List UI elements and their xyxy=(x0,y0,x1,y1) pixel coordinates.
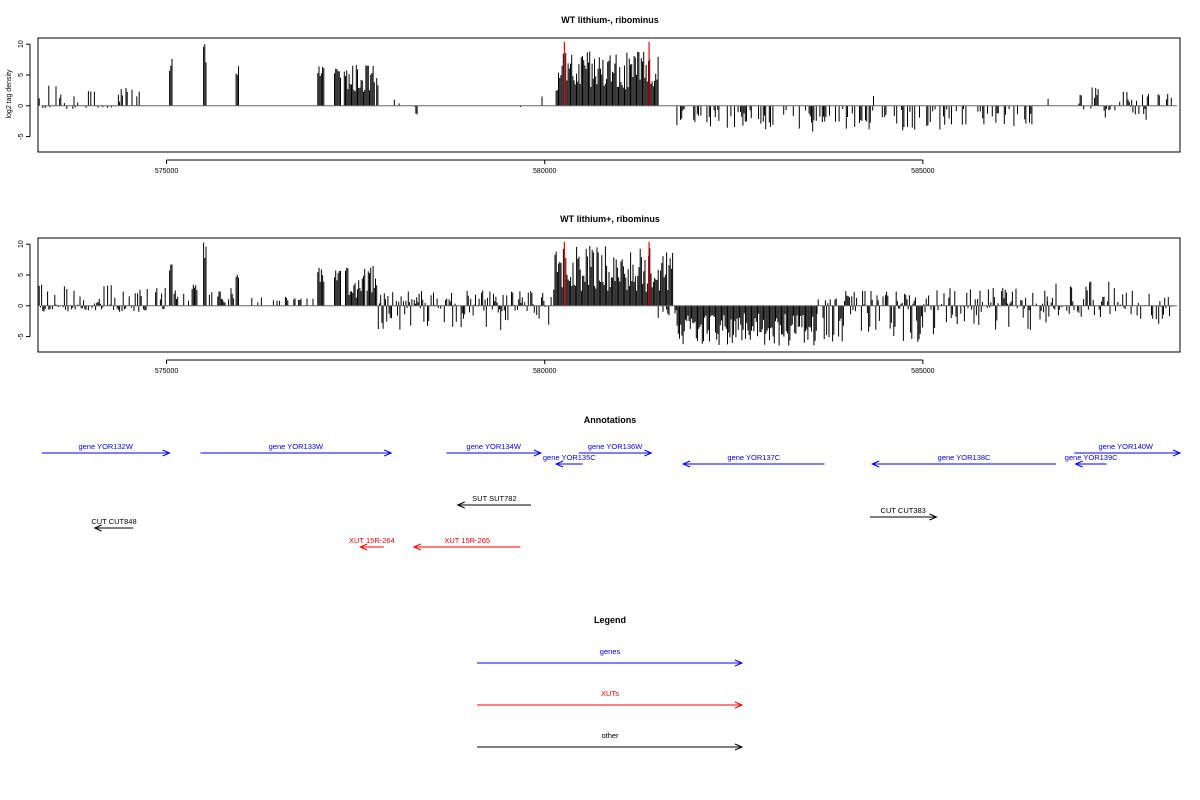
feature-arrow-head xyxy=(554,460,564,468)
feature-arrows: gene YOR132W gene YOR133W gene YOR134W gene… xyxy=(41,442,1182,551)
y-axis-label: log2 tag density xyxy=(6,69,13,119)
y-tick-label: 10 xyxy=(18,240,25,248)
feature-arrow-head xyxy=(1074,460,1083,468)
legend: Legend genes XUTs other xyxy=(477,615,744,751)
plot-frame xyxy=(37,37,1181,153)
feature-arrow-head xyxy=(681,460,691,468)
x-axis: 575000 580000 585000 xyxy=(155,359,935,375)
legend-arrow-head xyxy=(734,743,744,751)
feature-label: CUT CUT848 xyxy=(91,517,136,526)
feature-gene: gene YOR140W xyxy=(1074,442,1182,457)
feature-other: CUT CUT848 xyxy=(91,517,137,532)
feature-label: gene YOR136W xyxy=(588,442,643,451)
coverage-bars xyxy=(37,242,1173,346)
y-axis: -5 0 5 10 xyxy=(18,240,31,340)
legend-arrow-head xyxy=(734,659,744,667)
feature-arrow-head xyxy=(533,449,543,457)
feature-label: XUT 15R-264 xyxy=(349,536,395,545)
x-tick-label: 585000 xyxy=(911,368,934,375)
y-tick-label: 10 xyxy=(18,40,25,48)
feature-xut: XUT 15R-264 xyxy=(349,536,395,551)
feature-arrow-head xyxy=(412,543,422,551)
panel-title: WT lithium+, ribominus xyxy=(560,214,660,224)
feature-gene: gene YOR135C xyxy=(543,453,596,468)
annotations-track: Annotations gene YOR132W gene YOR133W gene… xyxy=(41,415,1182,551)
boundary-markers xyxy=(563,42,650,106)
feature-label: gene YOR137C xyxy=(727,453,780,462)
feature-label: gene YOR138C xyxy=(938,453,991,462)
feature-gene: gene YOR139C xyxy=(1065,453,1118,468)
feature-arrow-head xyxy=(1172,449,1182,457)
feature-other: CUT CUT383 xyxy=(869,506,938,521)
feature-arrow-head xyxy=(929,513,938,521)
legend-item: XUTs xyxy=(477,689,744,709)
y-tick-label: 0 xyxy=(18,104,25,108)
feature-arrow-head xyxy=(644,449,653,457)
feature-gene: gene YOR137C xyxy=(681,453,825,468)
feature-gene: gene YOR133W xyxy=(200,442,393,457)
annotations-title: Annotations xyxy=(584,415,637,425)
x-tick-label: 580000 xyxy=(533,168,556,175)
coverage-panel-lithium-minus: WT lithium-, ribominus log2 tag density … xyxy=(6,15,1181,175)
feature-label: gene YOR140W xyxy=(1099,442,1154,451)
feature-label: gene YOR134W xyxy=(466,442,521,451)
y-tick-label: 5 xyxy=(18,73,25,77)
legend-items: genes XUTs other xyxy=(477,647,744,751)
feature-label: CUT CUT383 xyxy=(881,506,926,515)
feature-label: SUT SUT782 xyxy=(472,494,516,503)
feature-label: gene YOR135C xyxy=(543,453,596,462)
feature-arrow-head xyxy=(383,449,393,457)
legend-item: genes xyxy=(477,647,744,667)
y-axis: -5 0 5 10 xyxy=(18,40,31,140)
legend-title: Legend xyxy=(594,615,626,625)
feature-arrow-head xyxy=(358,543,368,551)
legend-label: other xyxy=(601,731,619,740)
feature-arrow-head xyxy=(162,449,171,457)
coverage-bars xyxy=(38,44,1172,132)
y-tick-label: -5 xyxy=(18,133,25,139)
panel-title: WT lithium-, ribominus xyxy=(561,15,659,25)
y-tick-label: 0 xyxy=(18,304,25,308)
x-tick-label: 580000 xyxy=(533,368,556,375)
feature-label: XUT 15R-265 xyxy=(444,536,490,545)
legend-label: XUTs xyxy=(601,689,619,698)
feature-label: gene YOR132W xyxy=(78,442,133,451)
x-axis: 575000 580000 585000 xyxy=(155,159,935,175)
y-tick-label: -5 xyxy=(18,333,25,339)
boundary-markers xyxy=(563,242,650,306)
legend-item: other xyxy=(477,731,744,751)
legend-arrow-head xyxy=(734,701,744,709)
feature-label: gene YOR139C xyxy=(1065,453,1118,462)
feature-gene: gene YOR132W xyxy=(41,442,171,457)
x-tick-label: 575000 xyxy=(155,368,178,375)
coverage-panel-lithium-plus: WT lithium+, ribominus -5 0 5 10 575000 5800… xyxy=(18,214,1181,375)
x-tick-label: 575000 xyxy=(155,168,178,175)
feature-arrow-head xyxy=(870,460,880,468)
feature-gene: gene YOR136W xyxy=(578,442,653,457)
legend-label: genes xyxy=(600,647,621,656)
feature-arrow-head xyxy=(93,524,102,532)
feature-gene: gene YOR134W xyxy=(446,442,543,457)
feature-gene: gene YOR138C xyxy=(870,453,1056,468)
feature-other: SUT SUT782 xyxy=(456,494,532,509)
y-tick-label: 5 xyxy=(18,273,25,277)
x-tick-label: 585000 xyxy=(911,168,934,175)
feature-label: gene YOR133W xyxy=(269,442,324,451)
feature-arrow-head xyxy=(456,501,465,509)
feature-xut: XUT 15R-265 xyxy=(412,536,521,551)
